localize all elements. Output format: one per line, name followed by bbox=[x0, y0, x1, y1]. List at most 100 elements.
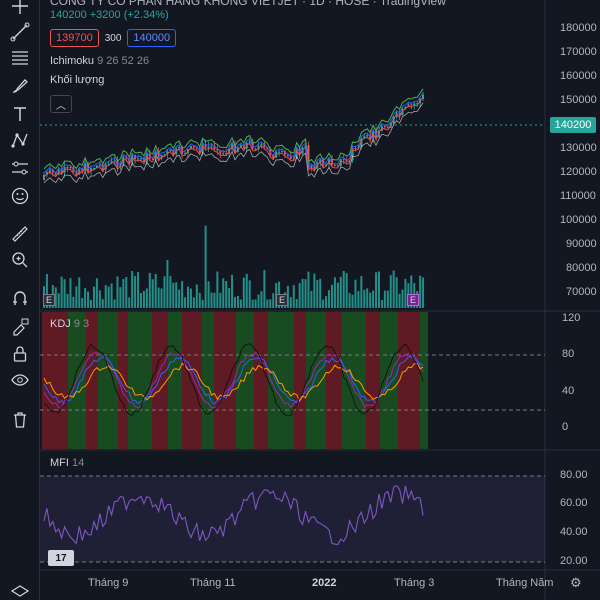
volume-bar bbox=[87, 291, 90, 308]
mfi-label: MFI bbox=[50, 457, 69, 469]
kdj-label: KDJ bbox=[50, 318, 71, 330]
volume-bar bbox=[375, 272, 378, 308]
candle-body bbox=[278, 151, 281, 153]
magnet-icon[interactable] bbox=[8, 286, 32, 310]
volume-bar bbox=[404, 278, 407, 308]
volume-bar bbox=[110, 283, 113, 308]
volume-legend[interactable]: Khối lượng bbox=[50, 74, 105, 86]
earnings-badge[interactable]: E bbox=[43, 294, 55, 306]
time-axis-label: Tháng 11 bbox=[190, 577, 236, 589]
candle-body bbox=[363, 136, 366, 139]
volume-bar bbox=[69, 278, 72, 308]
volume-bar bbox=[54, 287, 57, 308]
volume-bar bbox=[63, 279, 66, 308]
emoji-icon[interactable] bbox=[8, 184, 32, 208]
volume-bar bbox=[333, 277, 336, 308]
spread-value: 300 bbox=[104, 32, 122, 44]
fib-icon[interactable] bbox=[8, 46, 32, 70]
volume-bar bbox=[216, 271, 219, 308]
candle-body bbox=[110, 160, 113, 164]
candle-body bbox=[169, 149, 172, 152]
kdj-axis-label: 0 bbox=[562, 421, 569, 433]
earnings-badge[interactable]: E bbox=[276, 294, 288, 306]
time-axis-label: Tháng 3 bbox=[394, 577, 435, 589]
candle-body bbox=[377, 130, 380, 138]
candle-body bbox=[310, 165, 313, 168]
ichimoku-legend[interactable]: Ichimoku 9 26 52 26 bbox=[50, 55, 149, 67]
volume-bar bbox=[351, 294, 354, 308]
prediction-icon[interactable] bbox=[8, 156, 32, 180]
candle-body bbox=[43, 174, 45, 180]
kdj-legend[interactable]: KDJ 9 3 bbox=[50, 318, 89, 330]
pattern-icon[interactable] bbox=[8, 128, 32, 152]
lock-icon[interactable] bbox=[8, 342, 32, 366]
candle-body bbox=[404, 106, 407, 109]
price-axis-label: 130000 bbox=[560, 142, 597, 154]
volume-bar bbox=[301, 278, 304, 308]
trend-line-icon[interactable] bbox=[8, 20, 32, 44]
sell-button[interactable]: 139700 bbox=[50, 29, 99, 47]
candle-body bbox=[92, 168, 95, 170]
volume-bar bbox=[195, 284, 198, 308]
candle-body bbox=[66, 167, 69, 169]
kdj-band bbox=[254, 312, 268, 449]
volume-bar bbox=[75, 286, 78, 308]
volume-bar bbox=[101, 299, 104, 308]
volume-bar bbox=[66, 293, 69, 308]
volume-bar bbox=[336, 282, 339, 308]
volume-bar bbox=[139, 293, 142, 308]
trash-icon[interactable] bbox=[8, 408, 32, 432]
candle-body bbox=[383, 126, 386, 128]
volume-bar bbox=[328, 290, 331, 308]
earnings-badge[interactable]: E bbox=[407, 294, 419, 306]
candle-body bbox=[286, 154, 289, 156]
eye-icon[interactable] bbox=[8, 368, 32, 392]
tradingview-logo[interactable]: 17 bbox=[48, 550, 74, 566]
price-axis-label: 110000 bbox=[560, 190, 596, 202]
current-price-tag: 140200 bbox=[550, 117, 596, 133]
layers-icon[interactable] bbox=[10, 585, 30, 600]
candle-body bbox=[84, 163, 87, 172]
brush-icon[interactable] bbox=[8, 74, 32, 98]
candle-body bbox=[354, 148, 357, 150]
volume-bar bbox=[84, 288, 87, 308]
gear-icon[interactable]: ⚙ bbox=[570, 575, 582, 590]
candle-body bbox=[139, 158, 142, 160]
buy-button[interactable]: 140000 bbox=[127, 29, 177, 47]
volume-bar bbox=[319, 278, 322, 308]
kdj-band bbox=[128, 312, 152, 449]
volume-bar bbox=[137, 272, 140, 308]
volume-bar bbox=[134, 276, 137, 308]
volume-bar bbox=[389, 275, 392, 308]
lock-drawing-icon[interactable] bbox=[8, 314, 32, 338]
volume-bar bbox=[92, 286, 95, 308]
price-axis-label: 70000 bbox=[566, 286, 597, 298]
candle-body bbox=[416, 103, 419, 105]
candle-body bbox=[339, 159, 342, 166]
chart-area[interactable]: CÔNG TY CỔ PHẦN HÀNG KHÔNG VIETJET · 1D … bbox=[40, 0, 600, 600]
volume-bar bbox=[148, 272, 151, 308]
volume-bar bbox=[104, 285, 107, 308]
text-icon[interactable] bbox=[8, 102, 32, 126]
volume-bar bbox=[251, 299, 254, 308]
candle-body bbox=[251, 141, 254, 149]
volume-bar bbox=[163, 276, 166, 308]
chart-canvas[interactable] bbox=[40, 0, 600, 600]
mfi-legend[interactable]: MFI 14 bbox=[50, 457, 84, 469]
kdj-axis-label: 120 bbox=[562, 312, 581, 324]
zoom-icon[interactable] bbox=[8, 248, 32, 272]
kdj-band bbox=[182, 312, 202, 449]
volume-bar bbox=[142, 290, 145, 308]
crosshair-icon[interactable] bbox=[8, 0, 32, 18]
ruler-icon[interactable] bbox=[8, 222, 32, 246]
collapse-legend-button[interactable]: ︿ bbox=[50, 95, 72, 113]
kdj-band bbox=[214, 312, 236, 449]
candle-body bbox=[192, 145, 195, 148]
volume-bar bbox=[325, 296, 328, 308]
price-axis-label: 80000 bbox=[566, 262, 597, 274]
candle-body bbox=[372, 131, 375, 139]
kdj-extra-line bbox=[43, 342, 424, 417]
volume-bar bbox=[198, 292, 201, 308]
volume-bar bbox=[422, 277, 425, 308]
volume-bar bbox=[304, 279, 307, 308]
